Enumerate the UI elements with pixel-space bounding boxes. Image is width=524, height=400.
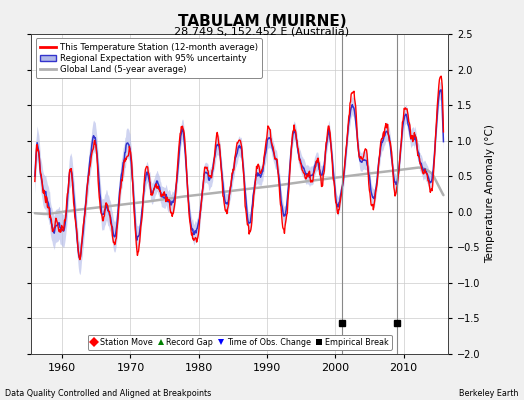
Legend: Station Move, Record Gap, Time of Obs. Change, Empirical Break: Station Move, Record Gap, Time of Obs. C… bbox=[88, 334, 391, 350]
Y-axis label: Temperature Anomaly (°C): Temperature Anomaly (°C) bbox=[485, 124, 495, 264]
Text: Data Quality Controlled and Aligned at Breakpoints: Data Quality Controlled and Aligned at B… bbox=[5, 389, 212, 398]
Text: 28.749 S, 152.452 E (Australia): 28.749 S, 152.452 E (Australia) bbox=[174, 26, 350, 36]
Text: TABULAM (MUIRNE): TABULAM (MUIRNE) bbox=[178, 14, 346, 29]
Text: Berkeley Earth: Berkeley Earth bbox=[460, 389, 519, 398]
